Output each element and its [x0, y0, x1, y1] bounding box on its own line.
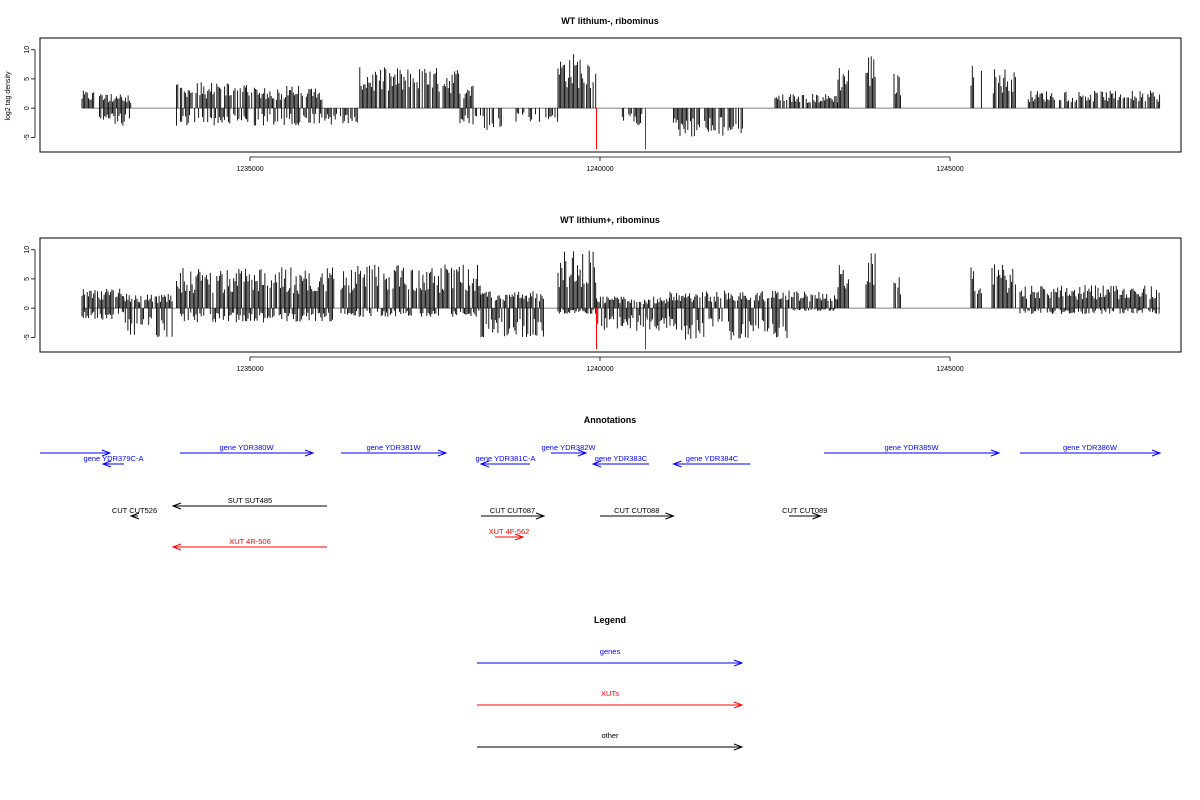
- feature-arrow: [171, 502, 327, 510]
- legend-label: genes: [600, 647, 621, 656]
- y-tick-label: 10: [24, 246, 31, 254]
- plot-frame: [39, 37, 1182, 153]
- panel-lithium-plus: WT lithium+, ribominus -5 0 5 10 1235000 1240…: [24, 215, 1182, 373]
- x-tick-label: 1235000: [236, 366, 263, 373]
- feature-arrow: [129, 512, 140, 520]
- feature-label: gene YDR379C-A: [84, 454, 144, 463]
- panel-title: WT lithium-, ribominus: [561, 16, 659, 26]
- feature-label: gene YDR380W: [219, 443, 274, 452]
- y-tick-label: -5: [24, 134, 31, 140]
- y-tick-label: 10: [24, 46, 31, 54]
- feature-arrow: [101, 460, 124, 468]
- x-tick-label: 1240000: [586, 166, 613, 173]
- feature-label: gene YDR385W: [884, 443, 939, 452]
- feature-arrow: [591, 460, 649, 468]
- feature-label: gene YDR383C: [595, 454, 648, 463]
- feature-label: gene YDR382W: [541, 443, 596, 452]
- feature-arrow: [171, 543, 327, 551]
- y-tick-label: -5: [24, 334, 31, 340]
- feature-arrow: [551, 449, 588, 457]
- feature-label: XUT 4R-506: [229, 537, 271, 546]
- feature-arrow: [495, 533, 525, 541]
- plot-frame: [39, 237, 1182, 353]
- feature-arrow: [600, 512, 675, 520]
- legend-label: other: [601, 731, 619, 740]
- feature-arrow: [824, 449, 1001, 457]
- feature-label: CUT CUT087: [490, 506, 535, 515]
- feature-arrow: [180, 449, 315, 457]
- feature-label: gene YDR384C: [686, 454, 739, 463]
- panel-lithium-minus: WT lithium-, ribominus log2 tag density …: [5, 16, 1182, 173]
- feature-label: gene YDR381W: [366, 443, 421, 452]
- annotations-title: Annotations: [584, 415, 637, 425]
- legend-label: XUTs: [601, 689, 619, 698]
- coverage-bars: [81, 54, 1161, 150]
- axes: -5 0 5 10 1235000 1240000 1245000: [24, 46, 964, 173]
- feature-arrow: [481, 512, 546, 520]
- feature-label: CUT CUT088: [614, 506, 659, 515]
- legend-title: Legend: [594, 615, 626, 625]
- x-tick-label: 1235000: [236, 166, 263, 173]
- legend-items: genes XUTs other: [477, 647, 744, 751]
- x-tick-label: 1245000: [936, 366, 963, 373]
- x-tick-label: 1245000: [936, 166, 963, 173]
- axes: -5 0 5 10 1235000 1240000 1245000: [24, 246, 964, 373]
- feature-arrow: [1020, 449, 1162, 457]
- legend: Legend genes XUTs other: [477, 615, 744, 751]
- feature-label: CUT CUT526: [112, 506, 157, 515]
- feature-arrow: [479, 460, 530, 468]
- feature-arrow: [789, 512, 822, 520]
- feature-arrow: [40, 449, 112, 457]
- panel-title: WT lithium+, ribominus: [560, 215, 660, 225]
- y-tick-label: 0: [24, 106, 31, 110]
- feature-arrows: gene YDR379C-A gene YDR380W gene YDR381W ge…: [40, 443, 1162, 551]
- feature-arrow: [672, 460, 751, 468]
- y-axis-label: log2 tag density: [5, 71, 12, 121]
- y-tick-label: 0: [24, 306, 31, 310]
- y-tick-label: 5: [24, 277, 31, 281]
- feature-label: XUT 4F-562: [489, 527, 530, 536]
- feature-arrow: [341, 449, 448, 457]
- x-tick-label: 1240000: [586, 366, 613, 373]
- coverage-bars: [81, 250, 1160, 350]
- legend-arrow: [477, 659, 744, 667]
- legend-arrow: [477, 743, 744, 751]
- feature-label: CUT CUT089: [782, 506, 827, 515]
- feature-label: SUT SUT485: [228, 496, 272, 505]
- legend-arrow: [477, 701, 744, 709]
- y-tick-label: 5: [24, 77, 31, 81]
- feature-label: gene YDR381C-A: [476, 454, 536, 463]
- feature-label: gene YDR386W: [1063, 443, 1118, 452]
